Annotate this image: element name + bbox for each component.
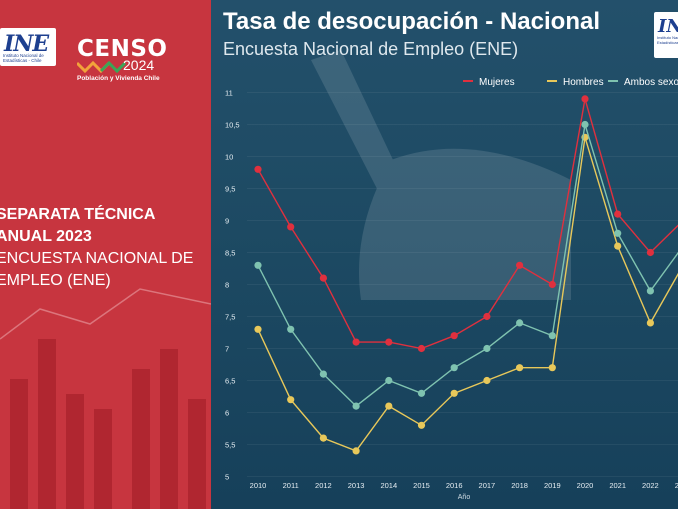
data-point bbox=[352, 447, 360, 455]
data-point bbox=[287, 396, 295, 404]
x-tick-label: 2010 bbox=[250, 481, 267, 490]
x-tick-label: 2016 bbox=[446, 481, 463, 490]
y-tick-label: 10 bbox=[225, 153, 233, 162]
data-point bbox=[581, 120, 589, 129]
series-line-2 bbox=[257, 124, 678, 408]
data-point bbox=[483, 312, 491, 321]
ine-logo-small: INE Instituto Nacional de Estadísticas -… bbox=[654, 12, 678, 58]
data-point bbox=[646, 319, 654, 327]
y-tick-label: 7,5 bbox=[225, 313, 235, 322]
data-point bbox=[614, 210, 622, 218]
data-point bbox=[352, 338, 360, 346]
x-tick-label: 2012 bbox=[315, 481, 332, 490]
x-tick-label: 2015 bbox=[413, 481, 430, 490]
data-point bbox=[287, 325, 295, 333]
y-tick-label: 9,5 bbox=[225, 185, 235, 194]
data-point bbox=[287, 223, 295, 231]
separata-subtitle-line-1: ENCUESTA NACIONAL DE bbox=[0, 250, 194, 267]
data-point bbox=[417, 389, 426, 397]
separata-subtitle: ENCUESTA NACIONAL DE EMPLEO (ENE) bbox=[0, 248, 196, 292]
series-line-0 bbox=[257, 98, 678, 350]
data-point bbox=[548, 364, 556, 372]
data-point bbox=[548, 332, 556, 340]
data-point bbox=[254, 261, 262, 269]
data-point bbox=[516, 364, 524, 372]
y-tick-label: 8,5 bbox=[225, 249, 235, 258]
data-point bbox=[548, 280, 556, 289]
cover-panel: INE Instituto Nacional de Estadísticas -… bbox=[0, 0, 211, 509]
legend-label: Ambos sexos bbox=[624, 77, 678, 88]
chart-subtitle: Encuesta Nacional de Empleo (ENE) bbox=[223, 39, 519, 59]
data-point bbox=[385, 376, 393, 385]
y-tick-label: 6 bbox=[225, 409, 229, 418]
data-point bbox=[581, 95, 589, 103]
data-point bbox=[450, 332, 458, 340]
separata-title-line-1: SEPARATA TÉCNICA bbox=[0, 206, 156, 223]
data-point bbox=[646, 248, 654, 257]
data-point bbox=[417, 421, 426, 429]
x-tick-label: 2018 bbox=[511, 481, 528, 490]
data-point bbox=[483, 344, 491, 353]
ine-logo-subtext: Instituto Nacional de Estadísticas - Chi… bbox=[3, 53, 44, 63]
data-point bbox=[516, 261, 524, 269]
x-tick-label: 2019 bbox=[544, 481, 561, 490]
censo-logo-year: 2024 bbox=[123, 57, 155, 73]
legend-label: Mujeres bbox=[479, 77, 515, 88]
y-tick-label: 6,5 bbox=[225, 377, 235, 386]
y-tick-label: 10,5 bbox=[225, 121, 240, 130]
y-tick-label: 5,5 bbox=[225, 441, 235, 450]
chart-title: Tasa de desocupación - Nacional bbox=[223, 8, 600, 35]
data-point bbox=[646, 287, 654, 295]
ine-logo: INE Instituto Nacional de Estadísticas -… bbox=[0, 28, 56, 66]
data-point bbox=[319, 434, 327, 442]
separata-title: SEPARATA TÉCNICA ANUAL 2023 bbox=[0, 204, 196, 248]
data-point bbox=[254, 325, 262, 333]
x-tick-label: 2013 bbox=[348, 481, 365, 490]
censo-zigzag-icon bbox=[77, 60, 127, 74]
ine-logo-small-subtext: Instituto Nacional de Estadísticas - Chi… bbox=[657, 35, 678, 45]
ine-logo-mark: INE bbox=[4, 31, 49, 57]
legend-label: Hombres bbox=[563, 77, 604, 88]
chart-panel: Tasa de desocupación - Nacional Encuesta… bbox=[211, 0, 678, 509]
y-tick-label: 7 bbox=[225, 345, 229, 354]
data-point bbox=[450, 364, 458, 372]
x-tick-label: 2020 bbox=[577, 481, 594, 490]
censo-logo-word: CENSO bbox=[77, 36, 168, 62]
x-tick-label: 2023 bbox=[675, 481, 678, 490]
separata-title-line-2: ANUAL 2023 bbox=[0, 228, 92, 245]
y-tick-label: 11 bbox=[225, 89, 233, 98]
x-axis-title: Año bbox=[458, 494, 471, 501]
x-tick-label: 2022 bbox=[642, 481, 659, 490]
data-point bbox=[385, 402, 393, 410]
censo-logo-tagline: Población y Vivienda Chile bbox=[77, 75, 160, 82]
data-point bbox=[516, 319, 524, 327]
separata-subtitle-line-2: EMPLEO (ENE) bbox=[0, 272, 111, 289]
data-point bbox=[352, 402, 360, 410]
x-tick-label: 2014 bbox=[380, 481, 397, 490]
decorative-bar-chart-image bbox=[0, 288, 211, 509]
data-point bbox=[614, 242, 622, 250]
y-tick-label: 9 bbox=[225, 217, 229, 226]
x-tick-label: 2021 bbox=[609, 481, 626, 490]
data-point bbox=[385, 338, 393, 346]
data-point bbox=[450, 389, 458, 397]
data-point bbox=[319, 370, 327, 378]
data-point bbox=[417, 344, 426, 353]
x-tick-label: 2017 bbox=[479, 481, 496, 490]
data-point bbox=[614, 229, 622, 237]
y-tick-label: 8 bbox=[225, 281, 229, 290]
data-point bbox=[483, 376, 491, 385]
censo-2024-logo: CENSO 2024 Población y Vivienda Chile bbox=[77, 36, 168, 82]
y-tick-label: 5 bbox=[225, 473, 229, 482]
x-tick-label: 2011 bbox=[283, 481, 299, 490]
ine-logo-small-mark: INE bbox=[658, 16, 678, 37]
data-point bbox=[254, 165, 262, 173]
data-point bbox=[319, 274, 327, 282]
series-line-1 bbox=[257, 137, 678, 452]
line-chart: 5 5,5 6 6,5 7 7,5 8 8,5 9 9,5 10 10,5 11 2010 2011 2012… bbox=[225, 77, 678, 501]
